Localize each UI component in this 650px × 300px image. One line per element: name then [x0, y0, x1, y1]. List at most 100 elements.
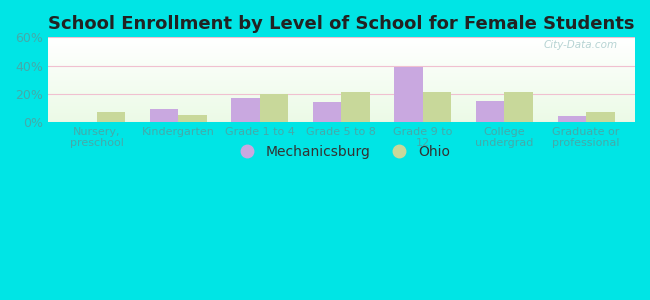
- Bar: [47, 87, 635, 88]
- Bar: [47, 61, 635, 62]
- Bar: [47, 98, 635, 99]
- Bar: [47, 55, 635, 56]
- Bar: [47, 41, 635, 42]
- Bar: [47, 106, 635, 107]
- Bar: [178, 115, 207, 122]
- Bar: [47, 80, 635, 81]
- Bar: [47, 90, 635, 91]
- Bar: [558, 116, 586, 122]
- Bar: [47, 72, 635, 73]
- Bar: [47, 68, 635, 69]
- Bar: [47, 92, 635, 93]
- Bar: [47, 50, 635, 51]
- Bar: [47, 76, 635, 77]
- Bar: [423, 92, 452, 122]
- Bar: [47, 117, 635, 118]
- Bar: [47, 104, 635, 105]
- Bar: [47, 94, 635, 95]
- Bar: [47, 56, 635, 57]
- Bar: [47, 71, 635, 72]
- Bar: [47, 51, 635, 52]
- Bar: [47, 45, 635, 46]
- Bar: [47, 110, 635, 111]
- Bar: [47, 40, 635, 41]
- Bar: [586, 112, 615, 122]
- Bar: [47, 120, 635, 121]
- Bar: [47, 83, 635, 84]
- Bar: [47, 93, 635, 94]
- Bar: [47, 97, 635, 98]
- Bar: [231, 98, 260, 122]
- Bar: [47, 53, 635, 54]
- Bar: [47, 48, 635, 49]
- Bar: [150, 109, 178, 122]
- Bar: [47, 38, 635, 39]
- Bar: [47, 86, 635, 87]
- Bar: [47, 77, 635, 78]
- Legend: Mechanicsburg, Ohio: Mechanicsburg, Ohio: [227, 139, 456, 164]
- Bar: [47, 113, 635, 114]
- Bar: [47, 73, 635, 74]
- Bar: [47, 64, 635, 65]
- Bar: [47, 52, 635, 53]
- Text: City-Data.com: City-Data.com: [543, 40, 618, 50]
- Bar: [47, 63, 635, 64]
- Bar: [47, 103, 635, 104]
- Bar: [47, 118, 635, 119]
- Bar: [47, 96, 635, 97]
- Bar: [47, 74, 635, 75]
- Bar: [47, 78, 635, 79]
- Bar: [47, 91, 635, 92]
- Bar: [47, 59, 635, 60]
- Bar: [47, 58, 635, 59]
- Bar: [47, 115, 635, 116]
- Bar: [47, 89, 635, 90]
- Bar: [47, 108, 635, 109]
- Bar: [341, 92, 370, 122]
- Bar: [47, 60, 635, 61]
- Bar: [47, 42, 635, 43]
- Bar: [504, 92, 533, 122]
- Bar: [47, 118, 635, 119]
- Bar: [47, 101, 635, 102]
- Bar: [47, 46, 635, 47]
- Bar: [47, 67, 635, 68]
- Bar: [47, 79, 635, 80]
- Bar: [47, 114, 635, 115]
- Bar: [47, 43, 635, 44]
- Bar: [260, 94, 289, 122]
- Bar: [47, 102, 635, 103]
- Bar: [47, 84, 635, 85]
- Bar: [47, 37, 635, 38]
- Bar: [47, 57, 635, 58]
- Bar: [47, 81, 635, 82]
- Bar: [47, 54, 635, 55]
- Bar: [47, 119, 635, 120]
- Bar: [47, 107, 635, 108]
- Bar: [47, 47, 635, 48]
- Bar: [47, 105, 635, 106]
- Bar: [47, 75, 635, 76]
- Bar: [47, 121, 635, 122]
- Bar: [47, 44, 635, 45]
- Bar: [97, 112, 125, 122]
- Bar: [47, 88, 635, 89]
- Bar: [47, 39, 635, 40]
- Bar: [47, 85, 635, 86]
- Bar: [476, 101, 504, 122]
- Bar: [47, 100, 635, 101]
- Bar: [47, 111, 635, 112]
- Bar: [47, 116, 635, 117]
- Bar: [47, 95, 635, 96]
- Bar: [47, 85, 635, 86]
- Bar: [47, 49, 635, 50]
- Bar: [47, 69, 635, 70]
- Bar: [47, 65, 635, 66]
- Bar: [47, 112, 635, 113]
- Bar: [47, 62, 635, 63]
- Bar: [395, 67, 423, 122]
- Bar: [47, 99, 635, 100]
- Bar: [47, 82, 635, 83]
- Title: School Enrollment by Level of School for Female Students: School Enrollment by Level of School for…: [48, 15, 634, 33]
- Bar: [47, 70, 635, 71]
